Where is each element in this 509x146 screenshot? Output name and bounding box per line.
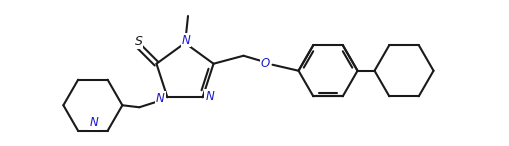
Text: N: N xyxy=(181,33,190,46)
Text: O: O xyxy=(261,57,270,70)
Text: N: N xyxy=(156,92,164,105)
Text: N: N xyxy=(89,116,98,129)
Text: N: N xyxy=(205,90,214,103)
Text: S: S xyxy=(134,35,142,48)
